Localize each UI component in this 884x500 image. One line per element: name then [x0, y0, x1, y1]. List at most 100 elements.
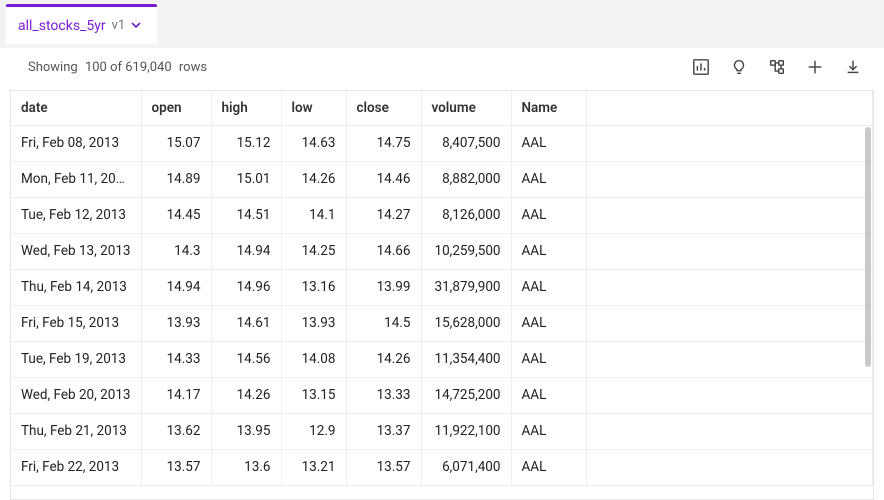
table-cell: AAL — [511, 449, 586, 485]
table-header-row: date open high low close volume Name — [11, 91, 873, 125]
table-cell: 13.15 — [281, 377, 346, 413]
table-cell: 31,879,900 — [421, 269, 511, 305]
table-cell: AAL — [511, 161, 586, 197]
table-cell-empty — [586, 161, 873, 197]
table-cell: 14.26 — [281, 161, 346, 197]
table-row[interactable]: Thu, Feb 14, 201314.9414.9613.1613.9931,… — [11, 269, 873, 305]
data-table-container: date open high low close volume Name Fri… — [10, 90, 874, 500]
table-cell: 14.45 — [141, 197, 211, 233]
table-cell: 8,882,000 — [421, 161, 511, 197]
table-row[interactable]: Wed, Feb 13, 201314.314.9414.2514.6610,2… — [11, 233, 873, 269]
table-row[interactable]: Tue, Feb 12, 201314.4514.5114.114.278,12… — [11, 197, 873, 233]
table-cell: 13.93 — [281, 305, 346, 341]
table-cell: 12.9 — [281, 413, 346, 449]
dataset-name: all_stocks_5yr — [18, 18, 106, 34]
table-cell: Fri, Feb 22, 2013 — [11, 449, 141, 485]
table-cell: 14.17 — [141, 377, 211, 413]
table-cell: Wed, Feb 13, 2013 — [11, 233, 141, 269]
bar-chart-icon[interactable] — [688, 54, 714, 80]
table-cell-empty — [586, 341, 873, 377]
table-row[interactable]: Tue, Feb 19, 201314.3314.5614.0814.2611,… — [11, 341, 873, 377]
table-row[interactable]: Thu, Feb 21, 201313.6213.9512.913.3711,9… — [11, 413, 873, 449]
showing-count: 100 of 619,040 — [81, 60, 176, 75]
table-cell: 14.89 — [141, 161, 211, 197]
table-cell: 13.57 — [141, 449, 211, 485]
vertical-scrollbar[interactable] — [865, 127, 871, 367]
toolbar: Showing 100 of 619,040 rows — [0, 48, 884, 90]
col-header-name[interactable]: Name — [511, 91, 586, 125]
lightbulb-icon[interactable] — [726, 54, 752, 80]
table-cell: 13.33 — [346, 377, 421, 413]
table-cell: 13.21 — [281, 449, 346, 485]
table-cell: 13.16 — [281, 269, 346, 305]
table-cell: Fri, Feb 15, 2013 — [11, 305, 141, 341]
table-cell: Mon, Feb 11, 2013 — [11, 161, 141, 197]
table-cell: 14.1 — [281, 197, 346, 233]
table-cell: AAL — [511, 341, 586, 377]
plus-icon[interactable] — [802, 54, 828, 80]
table-cell: 14.46 — [346, 161, 421, 197]
table-cell: 14.26 — [211, 377, 281, 413]
table-row[interactable]: Fri, Feb 15, 201313.9314.6113.9314.515,6… — [11, 305, 873, 341]
table-cell: 8,126,000 — [421, 197, 511, 233]
table-cell: AAL — [511, 233, 586, 269]
data-table: date open high low close volume Name Fri… — [11, 91, 873, 486]
table-cell-empty — [586, 125, 873, 161]
table-cell-empty — [586, 269, 873, 305]
table-cell: 13.99 — [346, 269, 421, 305]
table-cell: Tue, Feb 12, 2013 — [11, 197, 141, 233]
table-cell: 14.3 — [141, 233, 211, 269]
col-header-date[interactable]: date — [11, 91, 141, 125]
table-row[interactable]: Fri, Feb 22, 201313.5713.613.2113.576,07… — [11, 449, 873, 485]
table-cell: Fri, Feb 08, 2013 — [11, 125, 141, 161]
table-row[interactable]: Mon, Feb 11, 201314.8915.0114.2614.468,8… — [11, 161, 873, 197]
table-cell: 11,354,400 — [421, 341, 511, 377]
table-cell: 11,922,100 — [421, 413, 511, 449]
table-cell: 14.25 — [281, 233, 346, 269]
col-header-open[interactable]: open — [141, 91, 211, 125]
table-cell: 13.6 — [211, 449, 281, 485]
row-count-label: Showing 100 of 619,040 rows — [28, 60, 207, 75]
showing-prefix: Showing — [28, 60, 78, 75]
table-cell: 14.75 — [346, 125, 421, 161]
table-cell-empty — [586, 413, 873, 449]
table-cell: 14.61 — [211, 305, 281, 341]
graph-icon[interactable] — [764, 54, 790, 80]
table-cell: 14.66 — [346, 233, 421, 269]
table-cell: 13.37 — [346, 413, 421, 449]
table-cell: AAL — [511, 305, 586, 341]
table-cell: 14,725,200 — [421, 377, 511, 413]
top-bar: all_stocks_5yr v1 — [0, 0, 884, 48]
table-cell: 14.94 — [141, 269, 211, 305]
table-cell-empty — [586, 305, 873, 341]
table-cell: 13.95 — [211, 413, 281, 449]
col-header-close[interactable]: close — [346, 91, 421, 125]
caret-down-icon — [131, 18, 141, 34]
table-cell-empty — [586, 233, 873, 269]
col-header-high[interactable]: high — [211, 91, 281, 125]
table-cell: 14.56 — [211, 341, 281, 377]
table-cell: 14.96 — [211, 269, 281, 305]
table-cell-empty — [586, 449, 873, 485]
table-cell-empty — [586, 197, 873, 233]
showing-suffix: rows — [179, 60, 207, 75]
dataset-tab[interactable]: all_stocks_5yr v1 — [6, 4, 157, 44]
download-icon[interactable] — [840, 54, 866, 80]
table-cell: 14.33 — [141, 341, 211, 377]
table-cell: 13.57 — [346, 449, 421, 485]
table-cell: Wed, Feb 20, 2013 — [11, 377, 141, 413]
table-cell: 14.27 — [346, 197, 421, 233]
col-header-volume[interactable]: volume — [421, 91, 511, 125]
col-header-low[interactable]: low — [281, 91, 346, 125]
table-cell: 15.12 — [211, 125, 281, 161]
table-cell: 15.07 — [141, 125, 211, 161]
table-row[interactable]: Fri, Feb 08, 201315.0715.1214.6314.758,4… — [11, 125, 873, 161]
table-cell: 14.26 — [346, 341, 421, 377]
table-cell: 14.5 — [346, 305, 421, 341]
table-cell: AAL — [511, 377, 586, 413]
table-cell: 10,259,500 — [421, 233, 511, 269]
table-cell: 14.51 — [211, 197, 281, 233]
dataset-version: v1 — [112, 18, 126, 33]
table-row[interactable]: Wed, Feb 20, 201314.1714.2613.1513.3314,… — [11, 377, 873, 413]
table-cell: Thu, Feb 21, 2013 — [11, 413, 141, 449]
